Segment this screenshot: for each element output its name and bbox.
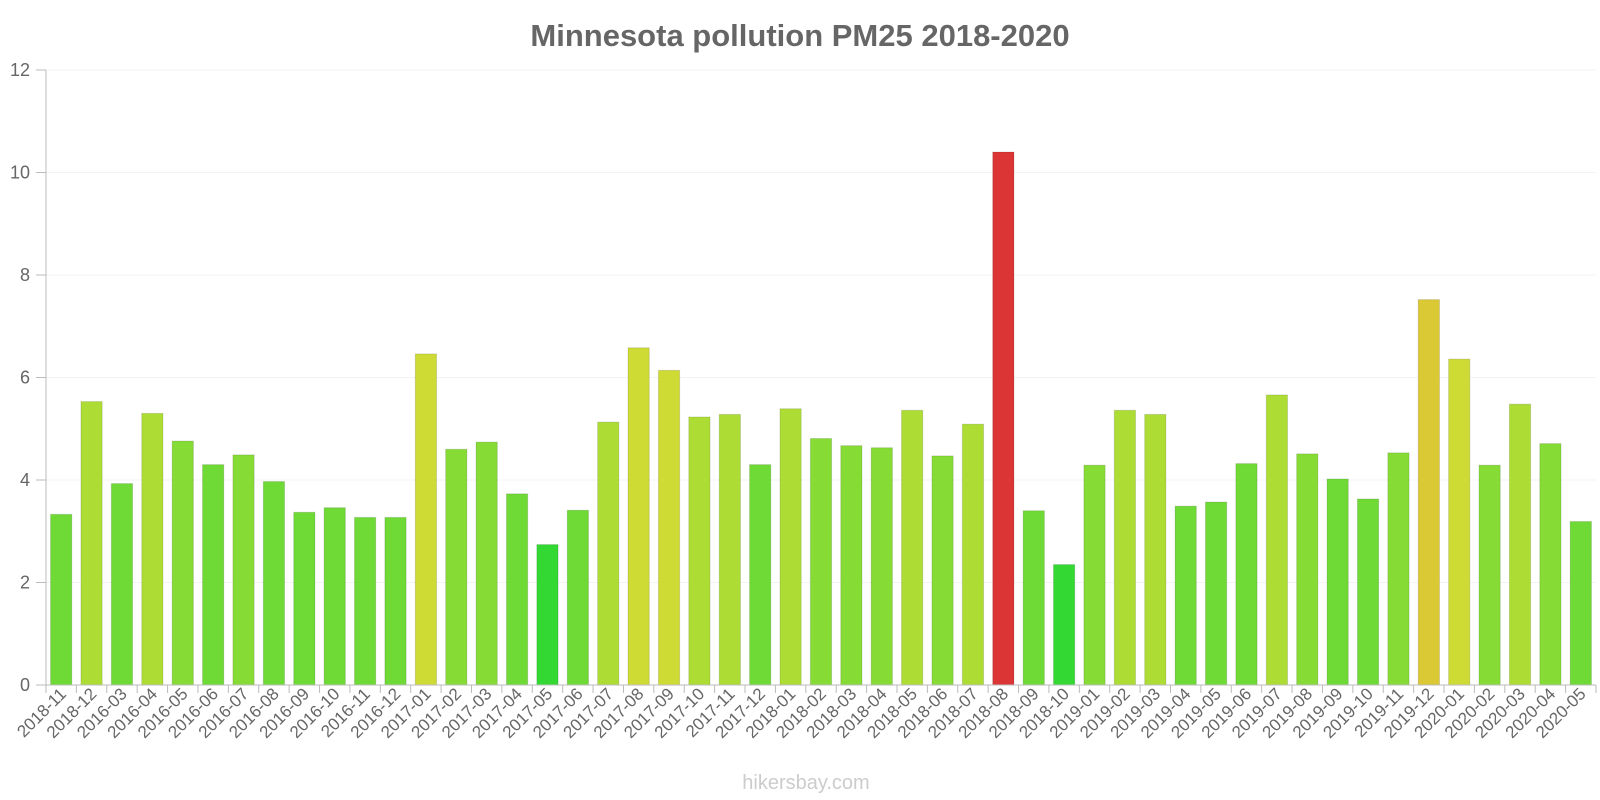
bar-2019-02[interactable]: [1113, 409, 1137, 686]
y-tick-label: 8: [20, 265, 30, 285]
bar-2016-05[interactable]: [171, 440, 194, 686]
bar-2017-11[interactable]: [718, 413, 741, 686]
bar-2017-01[interactable]: [414, 353, 438, 686]
bar-2016-08[interactable]: [262, 481, 286, 686]
bar-2016-09[interactable]: [293, 511, 316, 686]
bar-2019-07[interactable]: [1265, 394, 1289, 686]
bars: [50, 151, 1592, 686]
bar-2018-12[interactable]: [80, 401, 103, 686]
bar-2017-04[interactable]: [505, 493, 529, 686]
bar-2018-05[interactable]: [901, 409, 924, 686]
bar-2018-10[interactable]: [1053, 564, 1076, 686]
bar-2017-12[interactable]: [749, 464, 772, 686]
bar-2020-04[interactable]: [1539, 443, 1562, 686]
x-axis-ticks: 2018-112018-122016-032016-042016-052016-…: [13, 684, 1589, 742]
y-axis-ticks: 0 2 4 6 8 10 12: [10, 60, 30, 695]
bar-2018-01[interactable]: [779, 408, 802, 686]
axes: [36, 69, 1597, 693]
bar-2016-12[interactable]: [384, 516, 407, 686]
bar-2016-07[interactable]: [232, 454, 255, 686]
y-tick-label: 0: [20, 675, 30, 695]
bar-2018-02[interactable]: [809, 437, 833, 686]
y-tick-label: 4: [20, 470, 30, 490]
bar-2020-05[interactable]: [1569, 521, 1592, 686]
y-tick-label: 10: [10, 163, 30, 183]
bar-2019-04[interactable]: [1174, 505, 1197, 686]
bar-2017-08[interactable]: [627, 347, 650, 686]
bar-2016-03[interactable]: [110, 483, 134, 686]
bar-2020-03[interactable]: [1508, 403, 1532, 686]
bar-2016-11[interactable]: [353, 516, 377, 686]
y-tick-label: 2: [20, 573, 30, 593]
bar-2019-10[interactable]: [1356, 498, 1380, 686]
bar-2017-03[interactable]: [475, 441, 498, 686]
bar-2018-08[interactable]: [992, 151, 1015, 686]
bar-2017-09[interactable]: [657, 369, 681, 686]
watermark: hikersbay.com: [742, 772, 869, 794]
bar-2019-03[interactable]: [1144, 413, 1167, 686]
y-tick-label: 12: [10, 60, 30, 80]
bar-2016-04[interactable]: [141, 412, 164, 686]
bar-2018-03[interactable]: [840, 445, 863, 686]
bar-2017-10[interactable]: [688, 416, 711, 686]
bar-2018-09[interactable]: [1022, 510, 1045, 686]
bar-2020-01[interactable]: [1448, 358, 1471, 686]
bar-2017-02[interactable]: [445, 448, 468, 686]
bar-2018-04[interactable]: [870, 447, 893, 686]
bar-2016-10[interactable]: [323, 507, 346, 686]
bar-2017-06[interactable]: [566, 509, 589, 686]
bar-2019-05[interactable]: [1204, 501, 1228, 686]
bar-2018-11[interactable]: [50, 513, 73, 686]
bar-2019-08[interactable]: [1296, 453, 1319, 686]
bar-2019-06[interactable]: [1235, 463, 1258, 686]
bar-2019-11[interactable]: [1387, 452, 1410, 686]
chart-title: Minnesota pollution PM25 2018-2020: [530, 18, 1069, 53]
bar-2016-06[interactable]: [202, 464, 225, 686]
bar-2018-06[interactable]: [931, 455, 954, 686]
bar-2019-12[interactable]: [1417, 299, 1440, 686]
bar-2019-09[interactable]: [1326, 478, 1349, 686]
y-tick-label: 6: [20, 368, 30, 388]
bar-2017-07[interactable]: [597, 421, 620, 686]
bar-2017-05[interactable]: [536, 544, 559, 686]
bar-2018-07[interactable]: [961, 423, 985, 686]
bar-2019-01[interactable]: [1083, 464, 1106, 686]
bar-2020-02[interactable]: [1478, 464, 1501, 686]
